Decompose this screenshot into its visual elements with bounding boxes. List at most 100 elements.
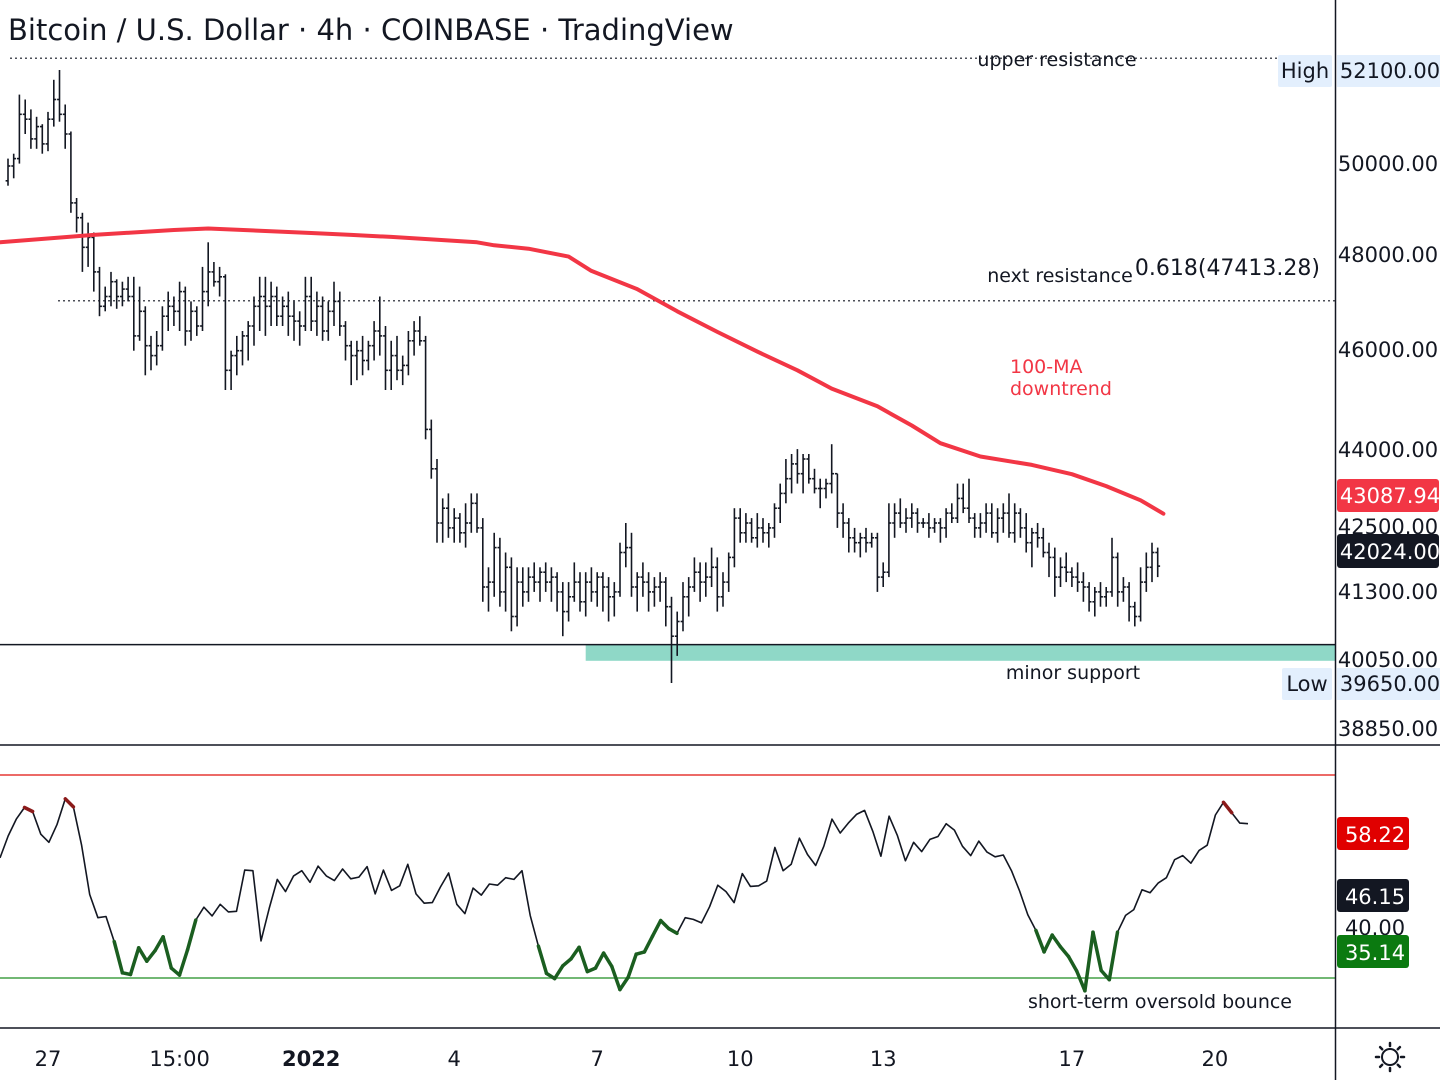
ohlc-bar [680, 582, 686, 632]
rsi-oversold-segment [1058, 944, 1071, 959]
rsi-oversold-segment [128, 946, 141, 977]
rsi-overbought-segment [1221, 800, 1234, 815]
rsi-lower-tag: 35.14 [1345, 941, 1405, 965]
y-tick-50000: 50000.00 [1338, 152, 1438, 176]
ohlc-bar [772, 503, 777, 538]
ohlc-bar [829, 444, 835, 494]
last-price-tag: 42024.00 [1340, 540, 1440, 564]
ohlc-bar [80, 212, 85, 272]
ohlc-bar [491, 532, 497, 597]
high-value-bg [1337, 55, 1440, 87]
ohlc-bar [205, 242, 211, 307]
ohlc-bar [754, 513, 760, 548]
ohlc-bar [423, 335, 428, 440]
ohlc-bar [1086, 582, 1092, 612]
gear-icon[interactable] [1374, 1041, 1406, 1073]
ohlc-bar [852, 527, 857, 553]
time-axis[interactable]: 27 15:00 2022 4 7 10 13 17 20 [35, 1047, 1229, 1071]
ohlc-bar [617, 542, 623, 597]
rsi-highlight-segments [22, 797, 1234, 993]
ohlc-bar [217, 266, 222, 297]
ohlc-bar [737, 508, 743, 543]
low-label-bg [1282, 668, 1332, 700]
ohlc-bar [983, 503, 989, 533]
ohlc-bar [434, 459, 440, 543]
ohlc-bar [371, 321, 377, 361]
last-price-tag-bg [1337, 534, 1439, 568]
ohlc-bar [354, 340, 360, 381]
rsi-oversold-segment [177, 947, 190, 977]
rsi-oversold-segment [1107, 930, 1120, 982]
ohlc-bar [531, 562, 537, 592]
rsi-oversold-segment [1083, 930, 1095, 993]
ohlc-bar [600, 572, 606, 612]
ohlc-bar [892, 503, 897, 538]
ohlc-bar [1029, 527, 1035, 568]
ohlc-bar [646, 572, 651, 612]
ohlc-bar [348, 340, 354, 386]
rsi-oversold-segment [618, 975, 630, 992]
ohlc-bar [686, 577, 692, 617]
ohlc-bar [669, 596, 674, 683]
rsi-oversold-segment [536, 944, 549, 976]
ohlc-bar [377, 296, 383, 356]
ohlc-bar [835, 472, 840, 528]
rsi-oversold-segment [161, 935, 174, 970]
ohlc-bar [314, 291, 320, 336]
ohlc-bar [263, 276, 268, 336]
ohlc-bar [125, 276, 131, 302]
rsi-overbought-segment [63, 797, 76, 809]
ohlc-bar [91, 232, 97, 292]
ohlc-bar [657, 572, 663, 602]
ohlc-bar [709, 547, 714, 587]
ohlc-bar [114, 279, 120, 309]
ohlc-bar [28, 109, 34, 149]
ohlc-bar [1126, 582, 1132, 622]
ohlc-bar [177, 281, 182, 331]
rsi-axis[interactable]: 40.00 58.22 46.15 35.14 [1337, 817, 1409, 968]
ohlc-bar [789, 454, 794, 494]
ohlc-bar [142, 306, 148, 376]
ohlc-bar [583, 572, 589, 617]
ohlc-bar [1023, 513, 1029, 553]
ohlc-bar [509, 557, 514, 632]
ohlc-bar [812, 468, 817, 494]
ohlc-bar [846, 518, 852, 553]
ohlc-bar [1058, 557, 1063, 587]
rsi-oversold-segment [153, 935, 165, 953]
rsi-oversold-segment [136, 946, 149, 963]
ohlc-bar [897, 498, 903, 528]
y-tick-46000: 46000.00 [1338, 338, 1438, 362]
ohlc-bar [863, 527, 869, 553]
rsi-oversold-segment [658, 918, 671, 931]
ohlc-bar [606, 577, 611, 622]
ohlc-bar [1052, 547, 1058, 597]
ohlc-bar [165, 291, 171, 331]
ohlc-bar [137, 286, 142, 341]
ohlc-bar [903, 508, 909, 533]
rsi-oversold-segment [1066, 954, 1079, 973]
ohlc-bar [68, 131, 74, 213]
ohlc-bar [394, 335, 400, 381]
ohlc-bar [938, 518, 943, 543]
annotation-ma-label: 100-MA [1010, 356, 1083, 378]
ohlc-bar [45, 111, 51, 152]
price-axis[interactable]: 50000.00 48000.00 46000.00 44000.00 4250… [1278, 55, 1440, 741]
ohlc-bar [692, 557, 697, 592]
rsi-lower-tag-bg [1337, 935, 1409, 968]
ohlc-bar [343, 321, 348, 361]
ohlc-bar [440, 498, 446, 543]
rsi-oversold-segment [601, 951, 614, 969]
ohlc-bar [629, 532, 634, 597]
ohlc-bar [182, 286, 188, 346]
high-value: 52100.00 [1340, 59, 1440, 83]
ohlc-bar [486, 567, 491, 612]
rsi-oversold-segment [561, 957, 573, 968]
ohlc-bar [1121, 577, 1126, 602]
y-tick-38850: 38850.00 [1338, 717, 1438, 741]
ohlc-bar [594, 572, 600, 607]
ohlc-bar [97, 266, 102, 317]
ohlc-bar [200, 266, 205, 331]
ohlc-bar [995, 508, 1000, 543]
rsi-oversold-segment [1091, 930, 1103, 973]
